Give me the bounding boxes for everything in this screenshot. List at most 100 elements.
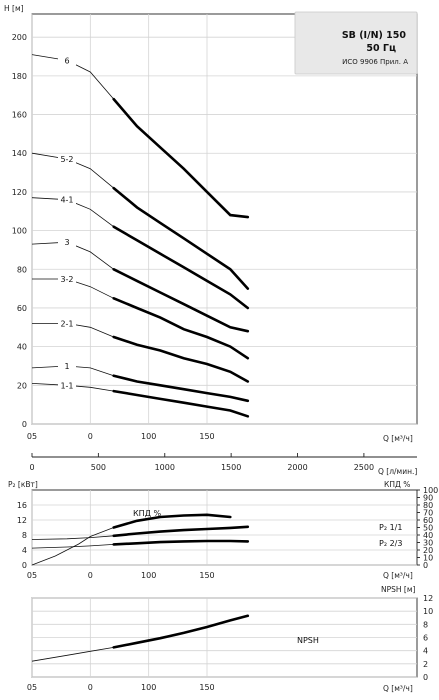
head-y-tick: 20 <box>17 381 27 390</box>
head-x-tick: 05 <box>27 432 37 441</box>
series-head-1-thin <box>31 365 114 377</box>
series-power-КПД %-thin <box>31 527 114 566</box>
eff-y-tick: 60 <box>423 516 433 525</box>
chart-standard: ИСО 9906 Прил. A <box>342 58 408 66</box>
series-head-3-2-thin <box>32 278 114 299</box>
npsh-y-tick: 10 <box>423 607 433 616</box>
series-head-3-2-thick <box>112 297 250 360</box>
series-npsh-thick <box>112 614 250 649</box>
chart-title: SB (I/N) 150 <box>342 30 407 41</box>
npsh-x-tick: 150 <box>199 683 214 692</box>
q-lmin-axis-label: Q [л/мин.] <box>378 467 417 476</box>
power-y-tick: 4 <box>22 546 27 555</box>
lmin-axis-tick: 1000 <box>155 463 175 472</box>
p2-11-curve-label: P₂ 1/1 <box>379 523 402 532</box>
series-npsh-thin <box>31 647 114 662</box>
eff-y-tick: 100 <box>423 486 438 495</box>
title-background <box>294 11 418 75</box>
curve-label-2-1: 2-1 <box>60 319 73 328</box>
eff-axis-label: КПД % <box>384 480 410 489</box>
head-y-tick: 60 <box>17 304 27 313</box>
head-y-tick: 0 <box>22 420 27 429</box>
eff-y-tick: 80 <box>423 501 433 510</box>
curve-label-bg <box>58 360 76 371</box>
eff-curve-label: КПД % <box>133 509 161 518</box>
series-head-2-1-thin <box>32 323 114 338</box>
curve-label-3: 3 <box>64 238 69 247</box>
curve-label-3-2: 3-2 <box>60 275 73 284</box>
power-y-tick: 16 <box>17 501 27 510</box>
head-y-tick: 160 <box>12 111 27 120</box>
eff-y-tick: 20 <box>423 546 433 555</box>
curve-label-bg <box>58 237 76 248</box>
title-box: SB (I/N) 150 50 Гц ИСО 9906 Прил. A <box>294 11 418 75</box>
head-y-tick: 200 <box>12 33 27 42</box>
npsh-y-tick: 6 <box>423 634 428 643</box>
series-power-P₂ 2/3-thick <box>112 539 250 546</box>
power-y-tick: 12 <box>17 516 27 525</box>
power-x-tick: 0 <box>88 571 93 580</box>
series-power-P₂ 1/1-thin <box>31 535 114 540</box>
curve-label-bg <box>58 380 76 391</box>
series-head-4-1-thick <box>112 225 250 310</box>
series-head-6-thin <box>31 54 115 100</box>
npsh-y-tick: 0 <box>423 673 428 682</box>
series-head-5-2-thick <box>112 186 250 290</box>
npsh-y-tick: 8 <box>423 620 428 629</box>
lmin-axis-tick: 500 <box>91 463 106 472</box>
lmin-axis-tick: 0 <box>29 463 34 472</box>
curve-label-bg <box>58 318 76 329</box>
eff-y-tick: 40 <box>423 531 433 540</box>
curve-label-bg <box>58 55 76 66</box>
series-head-6-thick <box>112 97 250 219</box>
npsh-y-tick: 4 <box>423 647 428 656</box>
power-panel: 0 500 1000 1500 2000 250004812160102030405060… <box>17 453 438 580</box>
head-y-tick: 80 <box>17 265 27 274</box>
curve-label-4-1: 4-1 <box>60 196 73 205</box>
curve-label-1-1: 1-1 <box>60 381 73 390</box>
curve-label-bg <box>58 154 76 165</box>
series-head-2-1-thick <box>112 335 250 383</box>
power-x-tick: 100 <box>141 571 156 580</box>
q-axis-label-3: Q [м³/ч] <box>383 684 413 693</box>
eff-y-tick: 50 <box>423 524 433 533</box>
series-head-1-thick <box>112 374 250 403</box>
head-y-tick: 40 <box>17 343 27 352</box>
lmin-axis-tick: 2000 <box>287 463 307 472</box>
power-y-tick: 0 <box>22 561 27 570</box>
series-power-P₂ 1/1-thick <box>112 525 250 538</box>
series-power-P₂ 2/3-thin <box>31 544 114 549</box>
npsh-y-tick: 12 <box>423 594 433 603</box>
curve-label-5-2: 5-2 <box>60 155 73 164</box>
npsh-x-tick: 05 <box>27 683 37 692</box>
eff-y-tick: 0 <box>423 561 428 570</box>
eff-y-tick: 30 <box>423 539 433 548</box>
npsh-curve-label: NPSH <box>297 636 319 645</box>
eff-y-tick: 90 <box>423 494 433 503</box>
npsh-x-tick: 0 <box>88 683 93 692</box>
series-power-КПД %-thick <box>112 513 232 529</box>
npsh-x-tick: 100 <box>141 683 156 692</box>
series-head-1-1-thin <box>31 383 114 392</box>
power-x-tick: 150 <box>199 571 214 580</box>
q-axis-label-2: Q [м³/ч] <box>383 571 413 580</box>
head-x-tick: 100 <box>141 432 156 441</box>
head-y-tick: 140 <box>12 149 27 158</box>
curve-label-6: 6 <box>64 56 69 65</box>
npsh-axis-label: NPSH [м] <box>381 585 416 594</box>
head-y-tick: 120 <box>12 188 27 197</box>
series-head-1-1-thick <box>112 389 250 418</box>
head-y-tick: 180 <box>12 72 27 81</box>
series-head-3-thin <box>31 241 114 270</box>
h-axis-label: H [м] <box>4 4 24 13</box>
series-head-3-thick <box>112 268 250 333</box>
p2-axis-label: P₂ [кВт] <box>8 480 38 489</box>
eff-y-tick: 70 <box>423 509 433 518</box>
curve-label-1: 1 <box>64 362 69 371</box>
series-head-5-2-thin <box>31 152 114 189</box>
series-head-4-1-thin <box>31 197 114 228</box>
head-y-tick: 100 <box>12 227 27 236</box>
head-x-tick: 150 <box>199 432 214 441</box>
